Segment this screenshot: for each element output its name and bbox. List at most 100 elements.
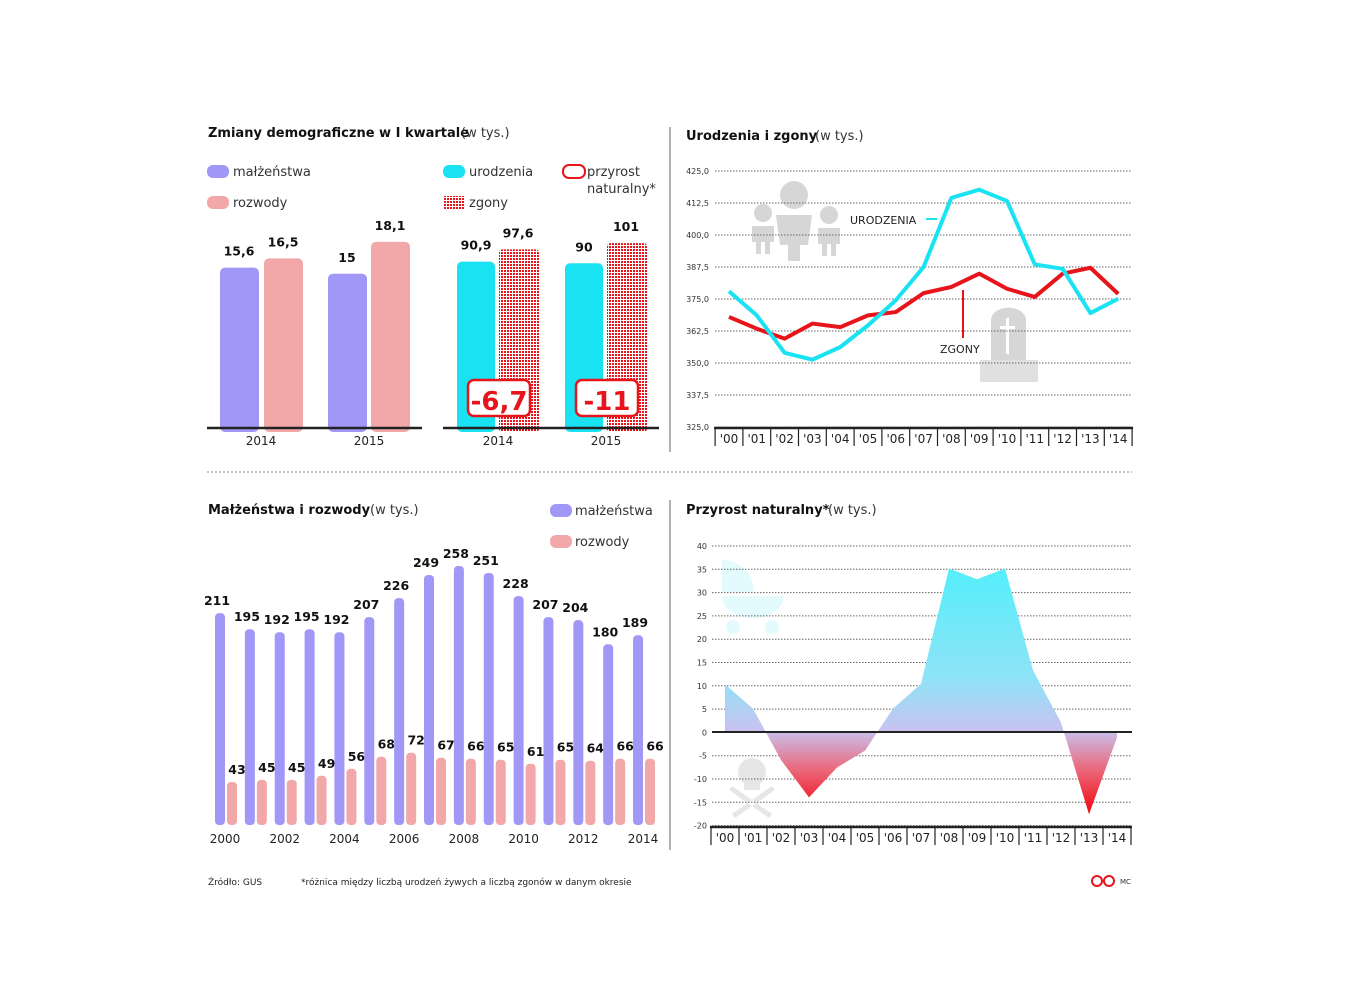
przyrost-box-2015 bbox=[574, 378, 640, 418]
x-tick-label: 2002 bbox=[269, 832, 300, 846]
x-tick-label: 2014 bbox=[246, 434, 277, 448]
y-tick-label: 40 bbox=[697, 542, 707, 551]
value-label: 45 bbox=[288, 760, 305, 775]
chart3-lines: 425,0 412,5 400,0 387,5 375,0 362,5 350,0 337,5… bbox=[686, 167, 1134, 446]
chart5-area: 40 35 30 25 20 15 10 5 0 -5 -10 -15 -20 '00 '01 '02 '03 '… bbox=[694, 542, 1132, 845]
y-tick-label: 362,5 bbox=[686, 327, 709, 336]
x-tick-label: '00 bbox=[720, 432, 739, 446]
bar-rozwody-2014 bbox=[264, 258, 303, 432]
bar-malzenstwa-2005 bbox=[364, 617, 375, 825]
bar-malzenstwa-2011 bbox=[543, 617, 554, 825]
value-label: 16,5 bbox=[268, 234, 299, 249]
value-label: 43 bbox=[228, 762, 245, 777]
legend-przyrost-2: naturalny* bbox=[587, 182, 656, 197]
bar-malzenstwa-2012 bbox=[573, 620, 584, 825]
x-tick-label: '07 bbox=[914, 432, 933, 446]
chart1-bars: 15,6 16,5 2014 15 18,1 2015 bbox=[207, 218, 422, 448]
x-tick-label: 2015 bbox=[591, 434, 622, 448]
x-tick-label: '13 bbox=[1081, 432, 1100, 446]
y-tick-label: -15 bbox=[694, 798, 707, 807]
chart3-subtitle: (w tys.) bbox=[815, 129, 864, 144]
bar-malzenstwa-2010 bbox=[513, 596, 524, 825]
y-tick-label: 400,0 bbox=[686, 231, 709, 240]
value-label: 90 bbox=[575, 239, 593, 254]
area-przyrost bbox=[725, 568, 1117, 815]
x-tick-label: '09 bbox=[970, 432, 989, 446]
bar-rozwody-2005 bbox=[376, 756, 387, 825]
legend-przyrost-1: przyrost bbox=[587, 165, 640, 180]
value-label: 15,6 bbox=[224, 244, 255, 259]
bar-rozwody-2012 bbox=[585, 760, 596, 825]
x-tick-label: '01 bbox=[744, 831, 763, 845]
bar-malzenstwa-2008 bbox=[453, 565, 464, 825]
value-label: 189 bbox=[622, 615, 648, 630]
y-tick-label: -20 bbox=[694, 822, 707, 831]
line-zgony bbox=[728, 265, 1120, 341]
value-label: 249 bbox=[413, 555, 439, 570]
x-tick-label: 2015 bbox=[354, 434, 385, 448]
legend-swatch-malzenstwa bbox=[207, 165, 229, 178]
bar-malzenstwa-2002 bbox=[274, 632, 285, 825]
bar-malzenstwa-2009 bbox=[483, 572, 494, 825]
chart3-title: Urodzenia i zgony bbox=[686, 129, 818, 144]
chart5-subtitle: (w tys.) bbox=[828, 503, 877, 518]
x-tick-label: 2012 bbox=[568, 832, 599, 846]
bar-rozwody-2009 bbox=[495, 759, 506, 825]
bar-malzenstwa-2014 bbox=[220, 267, 259, 432]
x-tick-label: '00 bbox=[716, 831, 735, 845]
legend-rozwody-2: rozwody bbox=[575, 535, 630, 550]
y-tick-label: 5 bbox=[702, 705, 707, 714]
x-tick-label: 2014 bbox=[483, 434, 514, 448]
x-tick-label: '01 bbox=[748, 432, 767, 446]
value-label: 56 bbox=[348, 749, 366, 764]
value-label: 97,6 bbox=[503, 225, 534, 240]
bar-rozwody-2003 bbox=[316, 775, 327, 825]
y-tick-label: 30 bbox=[697, 589, 707, 598]
legend-swatch-malzenstwa-2 bbox=[550, 504, 572, 517]
y-tick-label: 337,5 bbox=[686, 391, 709, 400]
x-tick-label: '06 bbox=[884, 831, 903, 845]
x-tick-label: '11 bbox=[1024, 831, 1043, 845]
y-tick-label: 10 bbox=[697, 682, 707, 691]
value-label: 180 bbox=[592, 624, 618, 639]
x-tick-label: '04 bbox=[828, 831, 847, 845]
przyrost-value: -11 bbox=[584, 387, 631, 417]
bar-malzenstwa-2000 bbox=[215, 613, 225, 825]
chart4-title: Małżeństwa i rozwody bbox=[208, 503, 371, 518]
legend-malzenstwa: małżeństwa bbox=[233, 165, 311, 180]
bar-malzenstwa-2003 bbox=[304, 629, 315, 825]
y-tick-label: 412,5 bbox=[686, 199, 709, 208]
y-tick-label: 0 bbox=[702, 728, 707, 737]
y-tick-label: 387,5 bbox=[686, 263, 709, 272]
value-label: 90,9 bbox=[461, 238, 492, 253]
bar-rozwody-2011 bbox=[555, 759, 566, 825]
x-tick-label: '13 bbox=[1080, 831, 1099, 845]
bar-malzenstwa-2014 bbox=[633, 635, 644, 825]
legend-rozwody: rozwody bbox=[233, 196, 288, 211]
legend-swatch-urodzenia bbox=[443, 165, 465, 178]
value-label: 45 bbox=[258, 760, 275, 775]
x-tick-label: '07 bbox=[912, 831, 931, 845]
bar-malzenstwa-2015 bbox=[328, 273, 367, 432]
value-label: 64 bbox=[587, 741, 605, 756]
przyrost-box-2014 bbox=[466, 378, 532, 418]
value-label: 65 bbox=[557, 740, 574, 755]
legend-swatch-przyrost bbox=[562, 164, 586, 179]
y-tick-label: 375,0 bbox=[686, 295, 709, 304]
x-tick-label: 2006 bbox=[389, 832, 420, 846]
bar-malzenstwa-2001 bbox=[244, 629, 255, 825]
legend-swatch-rozwody-2 bbox=[550, 535, 572, 548]
value-label: 195 bbox=[234, 609, 260, 624]
legend-urodzenia: urodzenia bbox=[469, 165, 533, 180]
y-tick-label: 325,0 bbox=[686, 423, 709, 432]
chart4-bars: 211 43 2000 195 45 192 45 2002 195 49 192 56 2004 207… bbox=[204, 546, 664, 846]
chart2-bars: 90,9 97,6 -6,7 2014 90 101 -11 2015 bbox=[443, 219, 659, 448]
x-tick-label: 2004 bbox=[329, 832, 360, 846]
value-label: 18,1 bbox=[375, 218, 406, 233]
x-tick-label: '08 bbox=[940, 831, 959, 845]
bar-malzenstwa-2007 bbox=[424, 575, 435, 825]
value-label: 204 bbox=[562, 600, 588, 615]
x-tick-label: '11 bbox=[1026, 432, 1045, 446]
x-tick-label: '10 bbox=[996, 831, 1015, 845]
value-label: 195 bbox=[294, 609, 320, 624]
